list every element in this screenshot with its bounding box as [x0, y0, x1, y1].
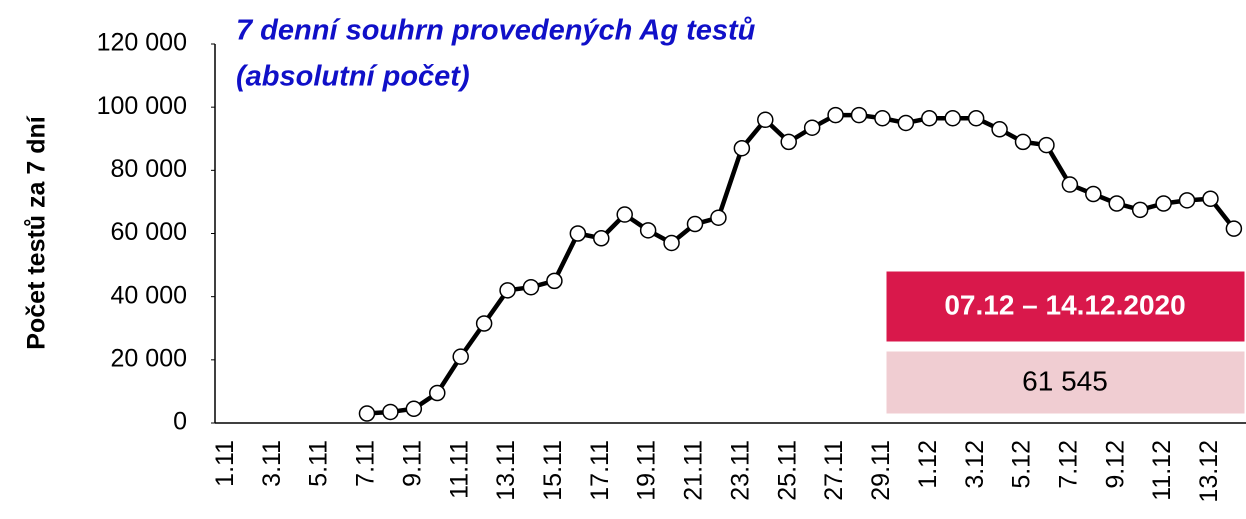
point [850, 106, 868, 124]
y-tick-label: 120 000 [97, 29, 187, 57]
x-tick-label: 9.11 [398, 440, 426, 487]
y-tick-label: 80 000 [111, 155, 187, 183]
callout-body [883, 348, 1246, 417]
x-tick-label: 23.11 [726, 440, 754, 501]
y-axis-label: Počet testů za 7 dní [23, 115, 51, 349]
point [499, 282, 516, 299]
point [663, 234, 680, 252]
point [1085, 185, 1102, 203]
y-tick-label: 40 000 [111, 281, 187, 309]
point [780, 133, 797, 151]
x-tick-label: 11.11 [445, 440, 473, 499]
x-tick-label: 3.11 [258, 440, 286, 487]
point [569, 225, 587, 242]
point [1131, 201, 1149, 219]
point [522, 278, 540, 296]
point [921, 109, 938, 127]
y-tick-label: 20 000 [111, 344, 187, 372]
point [358, 405, 376, 422]
callout-title: 07.12 – 14.12.2020 [944, 289, 1185, 320]
point [757, 111, 774, 129]
x-tick-label: 19.11 [633, 440, 661, 501]
x-tick-label: 17.11 [586, 440, 614, 501]
x-tick-label: 11.12 [1148, 440, 1176, 501]
point [967, 109, 985, 127]
point [1061, 176, 1079, 193]
point [593, 229, 610, 247]
point [1038, 136, 1055, 154]
x-tick-label: 29.11 [867, 440, 895, 501]
x-tick-label: 5.11 [305, 440, 333, 487]
y-tick-label: 100 000 [97, 92, 187, 120]
point [616, 206, 633, 223]
point [710, 209, 727, 226]
x-tick-label: 1.11 [211, 440, 239, 487]
point [897, 114, 915, 132]
chart-subtitle: (absolutní počet) [236, 61, 470, 93]
callout-value: 61 545 [1022, 365, 1108, 396]
y-tick-label: 60 000 [111, 218, 187, 246]
point [1202, 190, 1219, 208]
point [874, 109, 891, 127]
point [1225, 220, 1243, 237]
point [452, 348, 469, 365]
x-tick-label: 13.12 [1195, 440, 1223, 503]
x-tick-label: 1.12 [914, 440, 942, 489]
point [1178, 192, 1196, 209]
point [991, 121, 1008, 138]
x-tick-label: 13.11 [492, 440, 520, 501]
point [546, 272, 563, 290]
point [405, 400, 423, 418]
x-tick-label: 27.11 [820, 440, 848, 501]
x-tick-label: 21.11 [680, 440, 708, 501]
point [1155, 195, 1172, 212]
y-tick-label: 0 [173, 408, 187, 436]
chart-title: 7 denní souhrn provedených Ag testů [236, 15, 756, 47]
point [429, 384, 446, 402]
x-tick-label: 5.12 [1008, 440, 1036, 489]
x-tick-label: 25.11 [773, 440, 801, 501]
x-tick-label: 7.12 [1054, 440, 1082, 489]
point [1108, 195, 1125, 212]
x-tick-label: 3.12 [961, 440, 989, 489]
point [639, 222, 657, 239]
callout-header [883, 268, 1246, 345]
point [944, 109, 961, 127]
x-tick-label: 7.11 [352, 440, 380, 487]
point [686, 215, 704, 233]
point [475, 315, 493, 332]
point [803, 119, 821, 136]
x-tick-label: 9.12 [1101, 440, 1129, 489]
point [382, 403, 399, 421]
x-tick-label: 15.11 [539, 440, 567, 501]
point [733, 139, 751, 157]
point [827, 106, 844, 124]
point [1014, 133, 1032, 151]
